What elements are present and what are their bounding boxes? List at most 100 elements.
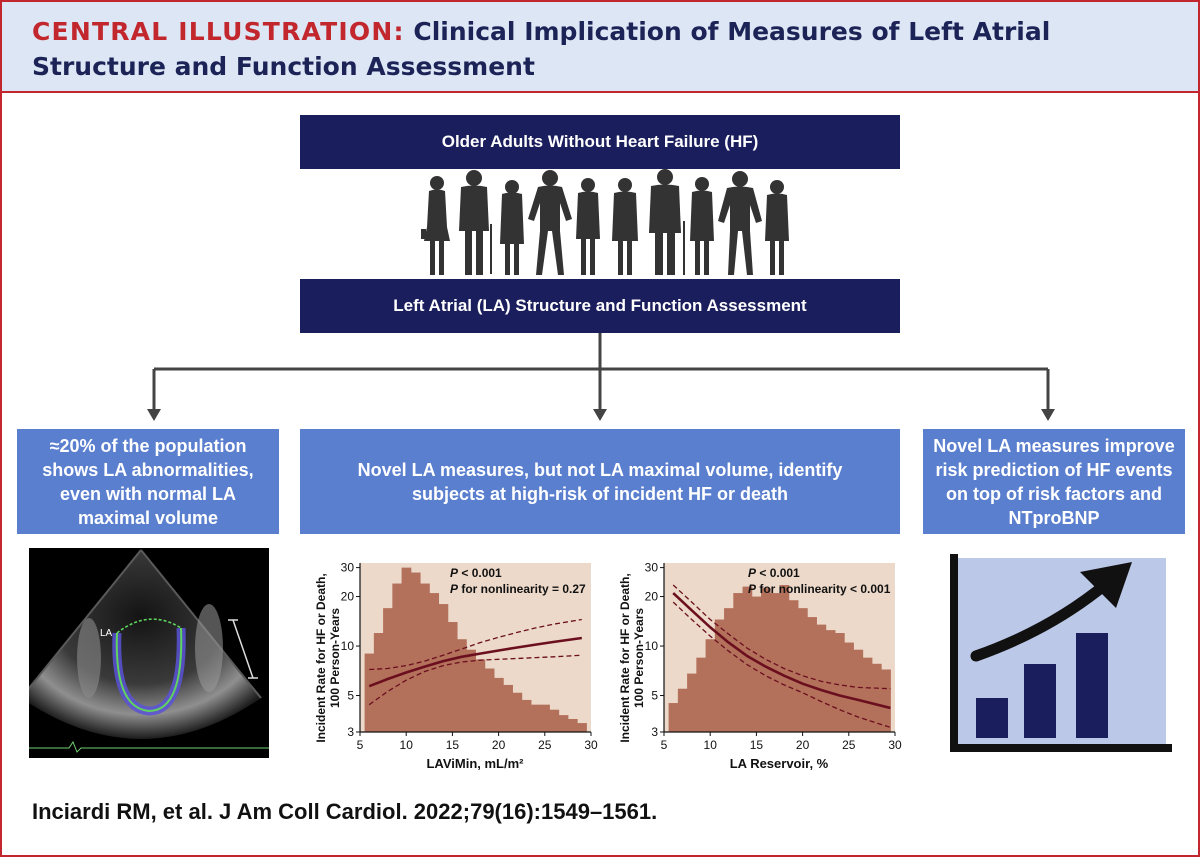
rising-arrow-head-icon xyxy=(1080,562,1132,608)
growth-icon-axes xyxy=(950,554,1172,752)
histogram-bar xyxy=(392,583,403,732)
histogram-bar xyxy=(853,649,864,732)
histogram-bar xyxy=(871,663,882,732)
histogram-bar xyxy=(844,642,854,732)
confidence-band-line xyxy=(369,618,582,671)
histogram-bar xyxy=(779,585,790,732)
x-tick-label: 15 xyxy=(446,738,460,752)
header-label: CENTRAL ILLUSTRATION: xyxy=(32,17,405,46)
y-tick-label: 30 xyxy=(341,561,355,575)
x-tick-label: 30 xyxy=(584,738,598,752)
estimate-curve xyxy=(368,636,582,688)
y-tick-label: 5 xyxy=(347,689,354,703)
histogram-bar xyxy=(401,567,412,732)
histogram-bar xyxy=(761,588,771,732)
arrow-down-icon xyxy=(1041,409,1055,421)
confidence-band-line xyxy=(672,584,891,690)
y-tick-label: 3 xyxy=(651,725,658,739)
histogram-bar xyxy=(410,572,421,732)
chart2-annotation-nonlinearity: P for nonlinearity < 0.001 xyxy=(748,582,891,596)
growth-bar-medium xyxy=(1024,664,1056,738)
rising-arrow-shaft xyxy=(970,578,1112,662)
chart-la-reservoir: Incident Rate for HF or Death, 100 Perso… xyxy=(618,561,902,771)
chart2-annotation-p: P < 0.001 xyxy=(748,566,800,580)
middle-box: Left Atrial (LA) Structure and Function … xyxy=(300,279,900,333)
histogram-bar xyxy=(724,608,734,732)
histogram-bar xyxy=(825,630,836,732)
header: CENTRAL ILLUSTRATION: Clinical Implicati… xyxy=(2,2,1198,93)
chart1-annotation-nonlinearity: P for nonlinearity = 0.27 xyxy=(450,582,586,596)
page-title: CENTRAL ILLUSTRATION: Clinical Implicati… xyxy=(32,14,1182,84)
confidence-band-line xyxy=(672,601,891,729)
histogram-bar xyxy=(705,639,716,732)
histogram-bar xyxy=(677,688,688,732)
histogram-bar xyxy=(383,608,393,732)
histogram-bar xyxy=(530,704,541,732)
x-tick-label: 20 xyxy=(796,738,810,752)
histogram-bar xyxy=(549,709,560,732)
y-tick-label: 20 xyxy=(341,590,355,604)
chart1-annotation-p: P < 0.001 xyxy=(450,566,502,580)
histogram-bar xyxy=(558,715,569,732)
chart1-ylabel-line1: Incident Rate for HF or Death, xyxy=(314,573,328,742)
chart2-xlabel: LA Reservoir, % xyxy=(730,756,829,771)
x-tick-label: 30 xyxy=(888,738,902,752)
histogram-bar xyxy=(733,593,744,732)
histogram-bar xyxy=(484,668,495,732)
chart-laviMin: Incident Rate for HF or Death, 100 Perso… xyxy=(314,561,598,771)
estimate-curve xyxy=(672,592,891,710)
histogram-bar xyxy=(881,669,891,732)
histogram-bar xyxy=(807,617,817,732)
histogram-bar xyxy=(834,633,845,732)
top-box: Older Adults Without Heart Failure (HF) xyxy=(300,115,900,169)
growth-bar-small xyxy=(976,698,1008,738)
histogram-bar xyxy=(493,677,504,732)
arrow-down-icon xyxy=(593,409,607,421)
histogram-bar xyxy=(540,704,550,732)
histogram-bar xyxy=(862,657,873,732)
echocardiogram-image: LA xyxy=(29,548,269,758)
y-tick-label: 3 xyxy=(347,725,354,739)
histogram-bar xyxy=(438,604,449,732)
histogram-bar xyxy=(816,624,827,732)
histogram-bar xyxy=(687,673,697,732)
bar-chart-rising-arrow-icon xyxy=(950,554,1172,752)
x-tick-label: 25 xyxy=(842,738,856,752)
chart2-ylabel-line1: Incident Rate for HF or Death, xyxy=(618,573,632,742)
histogram-bar xyxy=(503,684,513,732)
x-tick-label: 5 xyxy=(357,738,364,752)
histogram-bar xyxy=(577,723,587,732)
histogram-bar xyxy=(788,600,799,732)
histogram-bar xyxy=(714,619,725,732)
histogram-bar xyxy=(668,703,679,732)
growth-bar-large xyxy=(1076,633,1108,738)
x-tick-label: 15 xyxy=(750,738,764,752)
y-tick-label: 20 xyxy=(645,590,659,604)
y-tick-label: 10 xyxy=(341,639,355,653)
y-tick-label: 10 xyxy=(645,639,659,653)
connector-arrows xyxy=(147,333,1055,421)
people-silhouettes-icon xyxy=(421,169,789,275)
confidence-band-line xyxy=(368,654,582,706)
histogram-bar xyxy=(751,596,762,732)
right-box: Novel LA measures improve risk predictio… xyxy=(923,429,1185,534)
histogram-bar xyxy=(420,583,430,732)
histogram-bar xyxy=(797,608,808,732)
arrow-down-icon xyxy=(147,409,161,421)
histogram-bar xyxy=(475,659,486,732)
histogram-bar xyxy=(521,699,532,732)
center-box: Novel LA measures, but not LA maximal vo… xyxy=(300,429,900,534)
x-tick-label: 20 xyxy=(492,738,506,752)
x-tick-label: 25 xyxy=(538,738,552,752)
histogram-bar xyxy=(696,657,707,732)
x-tick-label: 5 xyxy=(661,738,668,752)
histogram-bar xyxy=(512,692,523,732)
citation: Inciardi RM, et al. J Am Coll Cardiol. 2… xyxy=(32,799,658,824)
histogram-bar xyxy=(466,649,476,732)
histogram-bar xyxy=(364,653,375,732)
histogram-bar xyxy=(567,718,578,732)
left-box: ≈20% of the population shows LA abnormal… xyxy=(17,429,279,534)
chart1-xlabel: LAViMin, mL/m² xyxy=(426,756,524,771)
y-tick-label: 30 xyxy=(645,561,659,575)
